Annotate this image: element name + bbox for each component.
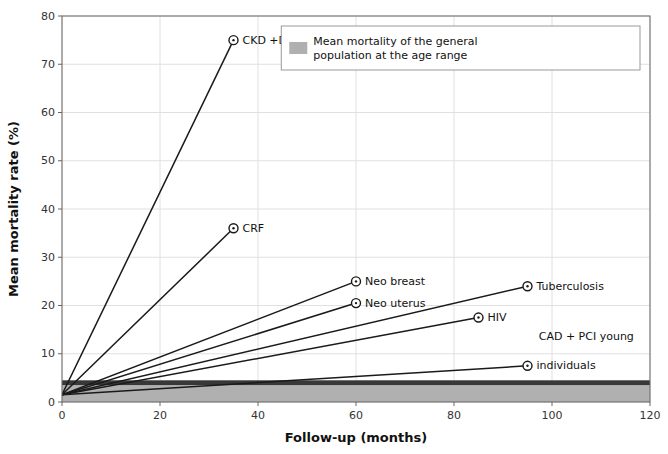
plot-area — [62, 36, 650, 402]
band — [62, 380, 650, 385]
x-tick — [356, 402, 357, 406]
y-axis-label: Mean mortality rate (%) — [6, 121, 21, 297]
end-marker — [352, 299, 361, 308]
y-tick — [58, 64, 62, 65]
end-marker — [523, 361, 532, 370]
y-tick — [58, 305, 62, 306]
series-line — [62, 40, 234, 395]
end-marker-dot — [526, 285, 528, 287]
series-label: Neo uterus — [365, 297, 426, 310]
x-tick-label: 120 — [640, 409, 661, 422]
x-tick — [650, 402, 651, 406]
axes: 0 20 40 60 80 100 120 0 10 20 30 40 50 60 70 80 — [41, 10, 661, 423]
y-tick-label: 80 — [41, 10, 55, 23]
legend-swatch — [289, 42, 307, 54]
series-label: Neo breast — [365, 275, 426, 288]
x-tick — [454, 402, 455, 406]
series-label: Tuberculosis — [536, 280, 605, 293]
legend: Mean mortality of the generalpopulation … — [281, 26, 640, 70]
end-marker — [474, 313, 483, 322]
y-tick — [58, 112, 62, 113]
y-tick-label: 30 — [41, 251, 55, 264]
y-tick-label: 40 — [41, 203, 55, 216]
series-label: individuals — [537, 359, 596, 372]
y-tick — [58, 160, 62, 161]
band — [62, 385, 650, 402]
grid-line-x — [258, 16, 259, 402]
y-tick — [58, 257, 62, 258]
chart-container: CKD +DMCRFNeo breastNeo uterusHIVTubercu… — [0, 0, 668, 454]
x-tick-label: 60 — [349, 409, 363, 422]
x-axis-label: Follow-up (months) — [285, 430, 427, 445]
y-tick-label: 10 — [41, 347, 55, 360]
legend-frame — [281, 26, 640, 70]
x-tick-label: 40 — [251, 409, 265, 422]
x-tick — [258, 402, 259, 406]
end-marker — [229, 224, 238, 233]
chart: CKD +DMCRFNeo breastNeo uterusHIVTubercu… — [0, 0, 668, 454]
legend-entry-line: population at the age range — [313, 49, 467, 62]
y-tick — [58, 209, 62, 210]
y-tick — [58, 402, 62, 403]
end-marker — [523, 282, 532, 291]
x-tick-label: 80 — [447, 409, 461, 422]
end-marker-dot — [232, 39, 234, 41]
x-tick — [552, 402, 553, 406]
grid-line-x — [454, 16, 455, 402]
grid — [62, 16, 650, 402]
plot-background — [62, 16, 650, 402]
end-marker-dot — [355, 280, 357, 282]
end-marker — [352, 277, 361, 286]
series-line — [62, 281, 356, 394]
y-tick-label: 0 — [48, 396, 55, 409]
legend-entry: Mean mortality of the generalpopulation … — [313, 35, 477, 62]
y-tick-label: 20 — [41, 299, 55, 312]
grid-line-x — [160, 16, 161, 402]
end-marker-dot — [355, 302, 357, 304]
plot-frame — [62, 16, 650, 402]
y-tick-label: 50 — [41, 154, 55, 167]
end-marker-dot — [232, 227, 234, 229]
series-line — [62, 366, 528, 395]
series-label: CRF — [243, 222, 265, 235]
annotation: CAD + PCI young — [539, 330, 634, 343]
y-tick — [58, 353, 62, 354]
x-tick-label: 100 — [542, 409, 563, 422]
series-line — [62, 286, 528, 395]
end-marker-dot — [526, 365, 528, 367]
end-marker — [229, 36, 238, 45]
x-tick — [160, 402, 161, 406]
x-tick-label: 20 — [153, 409, 167, 422]
legend-entry-line: Mean mortality of the general — [313, 35, 477, 48]
series-labels: CKD +DMCRFNeo breastNeo uterusHIVTubercu… — [243, 34, 605, 373]
series-line — [62, 228, 234, 394]
y-tick-label: 60 — [41, 106, 55, 119]
end-marker-dot — [477, 316, 479, 318]
y-tick — [58, 16, 62, 17]
series-label: HIV — [488, 311, 508, 324]
y-tick-label: 70 — [41, 58, 55, 71]
x-tick — [62, 402, 63, 406]
x-tick-label: 0 — [59, 409, 66, 422]
series-line — [62, 318, 479, 395]
grid-line-x — [552, 16, 553, 402]
grid-line-x — [356, 16, 357, 402]
